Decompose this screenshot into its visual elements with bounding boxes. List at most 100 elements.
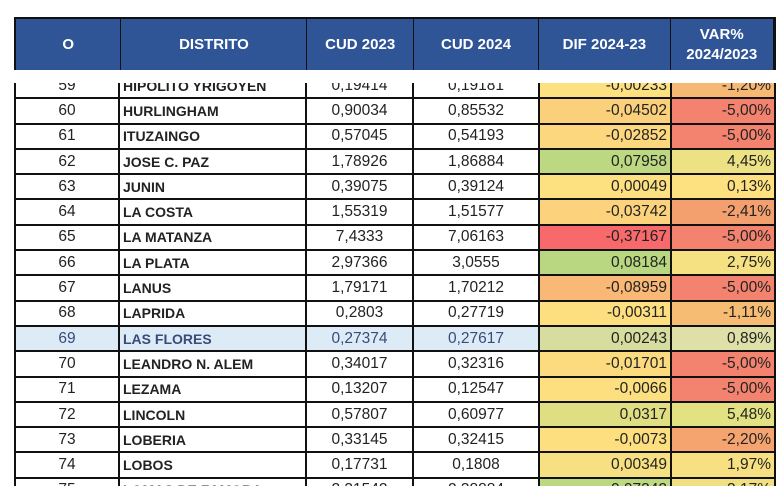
- table-row: 65 LA MATANZA 7,4333 7,06163 -0,37167 -5,00%: [14, 225, 776, 252]
- cud-2023: 0,2803: [307, 301, 414, 325]
- table-row: 61 ITUZAINGO 0,57045 0,54193 -0,02852 -5,00%: [14, 124, 776, 150]
- cud-2024: 1,86884: [414, 149, 540, 174]
- dif-value: -0,01701: [540, 352, 672, 376]
- cud-2023: 0,39075: [307, 175, 414, 199]
- table-row: 68 LAPRIDA 0,2803 0,27719 -0,00311 -1,11%: [14, 301, 776, 327]
- district-name: LA MATANZA: [120, 225, 307, 250]
- dif-value: -0,37167: [540, 225, 672, 250]
- row-number: 75: [14, 478, 120, 486]
- table-row: 63 JUNIN 0,39075 0,39124 0,00049 0,13%: [14, 175, 776, 201]
- cud-2023: 0,27374: [307, 326, 414, 351]
- cud-2024: 0,32415: [414, 428, 540, 452]
- cud-2024: 0,27617: [414, 326, 540, 351]
- row-number: 68: [14, 301, 120, 325]
- district-name: ITUZAINGO: [120, 124, 307, 148]
- cud-2024: 2,38884: [414, 478, 540, 486]
- district-name: HURLINGHAM: [120, 99, 307, 123]
- row-number: 71: [14, 377, 120, 401]
- dif-value: -0,08959: [540, 276, 672, 300]
- cud-2024: 0,32316: [414, 352, 540, 376]
- dif-value: 0,07342: [540, 478, 672, 486]
- header-cud-2023: CUD 2023: [307, 19, 414, 71]
- cud-2023: 0,13207: [307, 377, 414, 401]
- var-percent: 4,45%: [672, 149, 776, 174]
- table-body: 59 HIPOLITO YRIGOYEN 0,19414 0,19181 -0,0023…: [14, 70, 776, 486]
- var-percent: 1,97%: [672, 453, 776, 477]
- district-name: LOBOS: [120, 453, 307, 477]
- table-row: 72 LINCOLN 0,57807 0,60977 0,0317 5,48%: [14, 402, 776, 429]
- header-cud-2024: CUD 2024: [414, 19, 540, 71]
- var-percent: -5,00%: [672, 352, 776, 376]
- var-percent: -5,00%: [672, 377, 776, 401]
- dif-value: -0,0066: [540, 377, 672, 401]
- table-row: 74 LOBOS 0,17731 0,1808 0,00349 1,97%: [14, 453, 776, 479]
- row-number: 63: [14, 175, 120, 199]
- table-row: 66 LA PLATA 2,97366 3,0555 0,08184 2,75%: [14, 251, 776, 277]
- var-percent: -1,11%: [672, 301, 776, 325]
- var-percent: -5,00%: [672, 124, 776, 148]
- cud-2023: 0,17731: [307, 453, 414, 477]
- table-row: 64 LA COSTA 1,55319 1,51577 -0,03742 -2,41%: [14, 200, 776, 226]
- table-header: O DISTRITO CUD 2023 CUD 2024 DIF 2024-23…: [14, 17, 776, 73]
- var-percent: 0,13%: [672, 175, 776, 199]
- cud-2023: 2,97366: [307, 251, 414, 275]
- table-row: 69 LAS FLORES 0,27374 0,27617 0,00243 0,89%: [14, 326, 776, 353]
- row-number: 61: [14, 124, 120, 148]
- district-name: LA PLATA: [120, 251, 307, 275]
- cud-2023: 1,79171: [307, 276, 414, 300]
- row-number: 67: [14, 276, 120, 300]
- row-number: 62: [14, 149, 120, 174]
- cud-2023: 0,57045: [307, 124, 414, 148]
- var-percent: 0,89%: [672, 326, 776, 351]
- cud-2023: 0,90034: [307, 99, 414, 123]
- dif-value: 0,00349: [540, 453, 672, 477]
- cud-2024: 0,39124: [414, 175, 540, 199]
- dif-value: 0,07958: [540, 149, 672, 174]
- cud-2024: 0,12547: [414, 377, 540, 401]
- row-number: 73: [14, 428, 120, 452]
- district-name: LAPRIDA: [120, 301, 307, 325]
- cud-2023: 0,33145: [307, 428, 414, 452]
- cud-2023: 1,55319: [307, 200, 414, 224]
- var-percent: -2,41%: [672, 200, 776, 224]
- cud-2024: 0,60977: [414, 402, 540, 427]
- district-name: LEZAMA: [120, 377, 307, 401]
- header-distrito: DISTRITO: [121, 19, 308, 71]
- table-row: 60 HURLINGHAM 0,90034 0,85532 -0,04502 -5,00%: [14, 99, 776, 125]
- table-row: 73 LOBERIA 0,33145 0,32415 -0,0073 -2,20%: [14, 428, 776, 454]
- var-percent: -2,20%: [672, 428, 776, 452]
- var-percent: 3,17%: [672, 478, 776, 486]
- dif-value: -0,02852: [540, 124, 672, 148]
- row-number: 60: [14, 99, 120, 123]
- dif-value: 0,08184: [540, 251, 672, 275]
- cud-2024: 0,85532: [414, 99, 540, 123]
- row-number: 70: [14, 352, 120, 376]
- row-number: 74: [14, 453, 120, 477]
- district-name: LOBERIA: [120, 428, 307, 452]
- var-percent: 2,75%: [672, 251, 776, 275]
- district-name: JUNIN: [120, 175, 307, 199]
- dif-value: 0,0317: [540, 402, 672, 427]
- var-percent: 5,48%: [672, 402, 776, 427]
- dif-value: 0,00049: [540, 175, 672, 199]
- district-name: JOSE C. PAZ: [120, 149, 307, 174]
- cud-2024: 1,51577: [414, 200, 540, 224]
- cud-2023: 2,31542: [307, 478, 414, 486]
- row-number: 69: [14, 326, 120, 351]
- row-number: 66: [14, 251, 120, 275]
- district-name: LOMAS DE ZAMORA: [120, 478, 307, 486]
- cud-2023: 7,4333: [307, 225, 414, 250]
- cud-2023: 0,57807: [307, 402, 414, 427]
- district-name: LEANDRO N. ALEM: [120, 352, 307, 376]
- table-row: 62 JOSE C. PAZ 1,78926 1,86884 0,07958 4,45%: [14, 149, 776, 176]
- var-percent: -5,00%: [672, 99, 776, 123]
- cud-2024: 0,54193: [414, 124, 540, 148]
- table-row: 71 LEZAMA 0,13207 0,12547 -0,0066 -5,00%: [14, 377, 776, 403]
- dif-value: 0,00243: [540, 326, 672, 351]
- cud-2024: 0,27719: [414, 301, 540, 325]
- table-row: 70 LEANDRO N. ALEM 0,34017 0,32316 -0,01701-…: [14, 352, 776, 378]
- var-percent: -5,00%: [672, 225, 776, 250]
- row-number: 65: [14, 225, 120, 250]
- var-percent: -5,00%: [672, 276, 776, 300]
- row-number: 64: [14, 200, 120, 224]
